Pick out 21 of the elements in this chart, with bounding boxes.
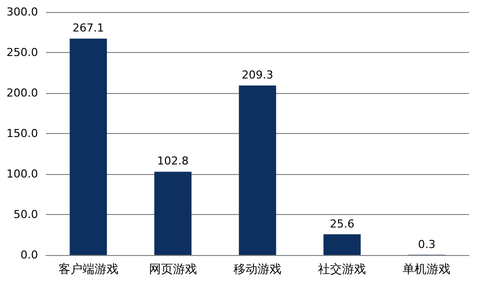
data-label: 102.8 [157, 154, 189, 168]
x-tick-label: 社交游戏 [318, 262, 366, 276]
x-tick-label: 客户端游戏 [58, 262, 118, 276]
x-tick-label: 移动游戏 [234, 262, 282, 276]
data-label: 267.1 [72, 22, 104, 35]
y-tick-label: 50.0 [14, 208, 38, 221]
bar [238, 85, 276, 255]
data-label: 209.3 [242, 68, 274, 82]
bar [154, 172, 192, 255]
y-tick-label: 150.0 [6, 127, 38, 140]
y-tick-label: 250.0 [6, 46, 38, 59]
y-tick-label: 300.0 [6, 6, 38, 18]
y-tick-label: 200.0 [6, 86, 38, 100]
bar [323, 234, 361, 255]
x-tick-label: 网页游戏 [148, 262, 197, 276]
bar [70, 38, 107, 255]
x-tick-label: 单机游戏 [402, 262, 451, 276]
y-tick-label: 0.0 [20, 248, 38, 262]
data-label: 0.3 [418, 238, 436, 251]
data-label: 25.6 [330, 217, 354, 230]
y-tick-label: 100.0 [6, 168, 38, 180]
